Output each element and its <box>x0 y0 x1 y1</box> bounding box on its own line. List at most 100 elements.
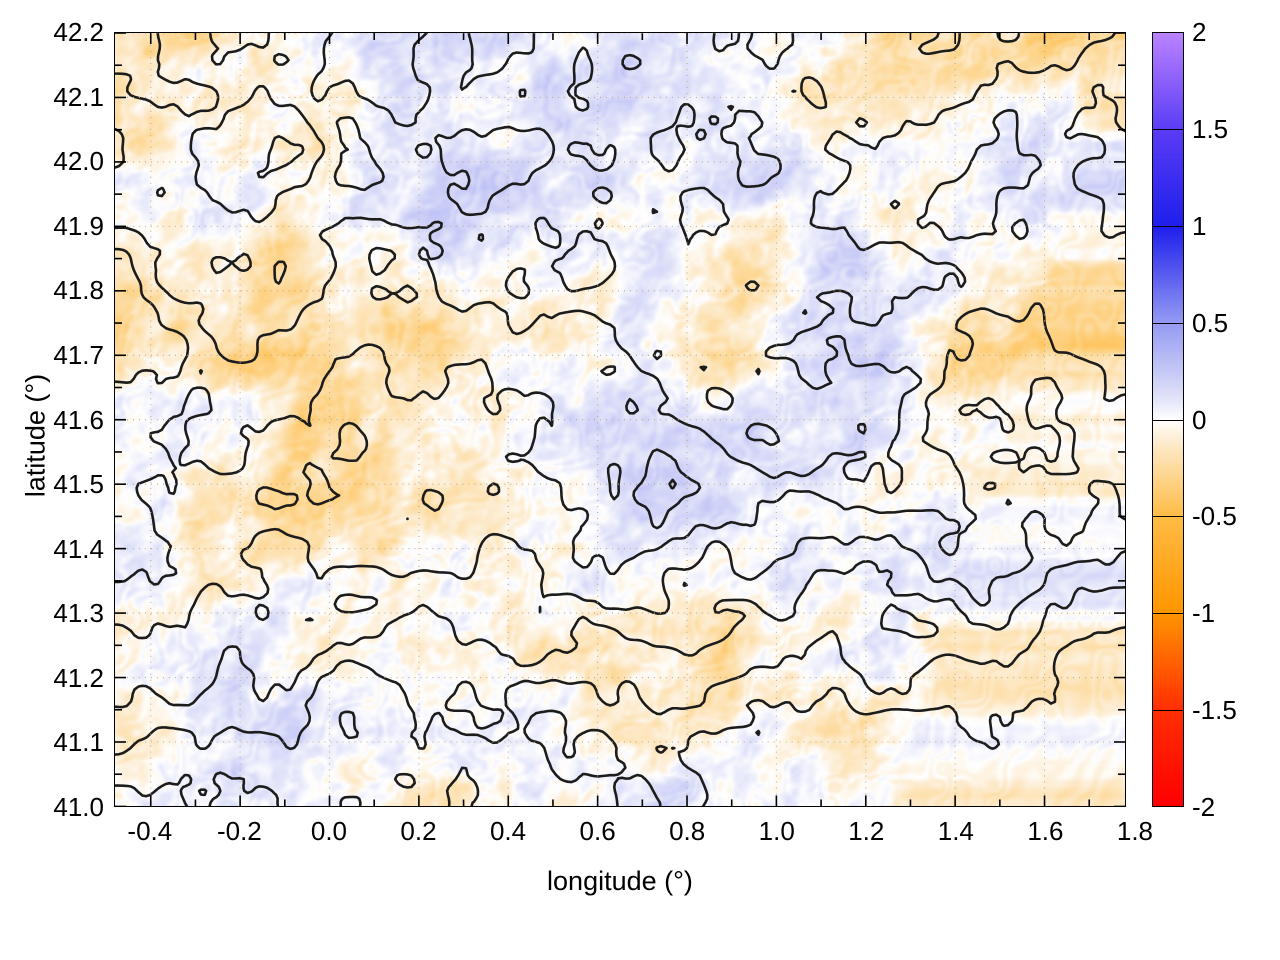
terrain-contour-line <box>800 76 828 110</box>
terrain-contour-line <box>593 217 604 230</box>
colorbar-tick-label: -1 <box>1192 598 1216 629</box>
terrain-contour-line <box>197 788 208 797</box>
terrain-contour-line <box>477 233 485 242</box>
colorbar-tick-label: 0.5 <box>1192 307 1229 338</box>
terrain-contour-line <box>256 134 305 179</box>
terrain-contour-line <box>459 33 536 91</box>
terrain-contour-line <box>996 33 1021 43</box>
terrain-contour-line <box>612 773 662 806</box>
terrain-contour-line <box>333 593 379 614</box>
terrain-contour-line <box>333 116 385 192</box>
terrain-contour-line <box>518 88 527 98</box>
colorbar-tick-label: 2 <box>1192 17 1207 47</box>
y-tick-label: 41.6 <box>53 404 104 435</box>
x-tick-label: -0.2 <box>216 816 262 846</box>
y-axis-tick-labels: 41.0 41.1 41.2 41.3 41.4 41.5 41.6 41.7 41.8 41.9… <box>0 0 104 960</box>
terrain-contour-line <box>917 33 961 56</box>
terrain-contour-line <box>304 617 314 622</box>
terrain-contour-line <box>649 102 696 173</box>
y-axis-title: latitude (°) <box>20 373 51 498</box>
y-tick-label: 41.7 <box>53 339 104 370</box>
colorbar <box>1152 32 1184 807</box>
terrain-contour-line <box>367 246 397 277</box>
colorbar-tick-label: -0.5 <box>1192 501 1237 532</box>
colorbar-gradient <box>1152 32 1184 807</box>
terrain-contour-line <box>272 52 290 66</box>
terrain-contour-line <box>652 349 663 361</box>
terrain-contour-line <box>802 309 808 316</box>
y-tick-label: 41.4 <box>53 533 104 564</box>
terrain-contour-line <box>504 267 531 300</box>
terrain-contour-line <box>330 421 369 463</box>
colorbar-tick-label: -2 <box>1192 792 1216 822</box>
colorbar-tick-label: 1.5 <box>1192 113 1229 144</box>
terrain-contour-line <box>445 766 480 806</box>
terrain-contour-line <box>670 746 676 750</box>
y-tick-label: 41.5 <box>53 469 104 500</box>
terrain-contour-line <box>678 186 730 246</box>
y-tick-label: 41.2 <box>53 662 104 693</box>
x-tick-label: 0.4 <box>489 816 527 846</box>
x-tick-label: 0.2 <box>400 816 437 846</box>
colorbar-tick-label: -1.5 <box>1192 695 1237 726</box>
terrain-contour-line <box>854 117 869 128</box>
terrain-contour-line <box>566 46 594 112</box>
terrain-contour-line <box>208 771 280 806</box>
y-tick-label: 41.8 <box>53 275 104 306</box>
terrain-contour-line <box>591 186 614 205</box>
terrain-contour-line <box>705 386 734 411</box>
x-tick-label: 1.0 <box>758 816 795 846</box>
terrain-contour-line <box>370 284 394 301</box>
x-tick-label: 0.0 <box>310 816 348 846</box>
terrain-contour-line <box>210 252 252 275</box>
terrain-contour-line <box>550 229 617 293</box>
terrain-contour-line <box>632 448 702 530</box>
colorbar-tick-label: 1 <box>1192 210 1207 241</box>
terrain-contour-line <box>600 365 617 377</box>
terrain-contour-line <box>115 33 220 118</box>
y-tick-label: 41.9 <box>53 210 104 241</box>
terrain-contour-line <box>1063 83 1125 239</box>
terrain-contour-line <box>857 422 867 435</box>
terrain-contour-line <box>621 53 642 71</box>
x-tick-label: 1.8 <box>1116 816 1154 846</box>
terrain-contour-line <box>655 744 668 754</box>
terrain-contour-line <box>115 585 1125 756</box>
terrain-contour-line <box>273 260 288 285</box>
y-tick-label: 41.0 <box>53 792 104 822</box>
y-tick-label: 42.2 <box>53 17 104 47</box>
terrain-contour-line <box>1005 498 1012 506</box>
terrain-contour-line <box>115 550 1125 709</box>
terrain-contour-line <box>727 104 735 112</box>
terrain-contour-line <box>1017 376 1080 476</box>
terrain-contour-line <box>189 84 326 224</box>
terrain-contour-line <box>534 216 562 250</box>
terrain-contour-line <box>745 422 781 447</box>
terrain-contour-line <box>486 482 501 497</box>
terrain-contour-line <box>255 486 299 511</box>
terrain-contour-line <box>651 207 659 215</box>
terrain-contour-line <box>712 33 741 53</box>
terrain-contour-line <box>989 448 1021 465</box>
y-tick-label: 42.0 <box>53 146 104 177</box>
terrain-contour-line <box>198 369 204 375</box>
terrain-contour-line <box>115 33 1117 495</box>
colorbar-tick-labels: 2 1.5 1 0.5 0 -0.5 -1 -1.5 -2 <box>1192 19 1252 820</box>
terrain-contour-overlay <box>115 33 1125 806</box>
terrain-contour-line <box>115 479 1125 640</box>
terrain-contour-line <box>606 462 622 501</box>
y-tick-label: 42.1 <box>53 81 104 112</box>
y-tick-label: 41.1 <box>53 727 104 758</box>
y-tick-label: 41.3 <box>53 598 104 629</box>
terrain-contour-line <box>444 680 505 730</box>
terrain-contour-line <box>310 33 432 128</box>
terrain-contour-line <box>115 773 193 806</box>
terrain-contour-line <box>1010 218 1029 241</box>
terrain-contour-line <box>708 115 720 126</box>
terrain-contour-line <box>791 89 797 93</box>
terrain-contour-line <box>339 795 362 806</box>
terrain-contour-line <box>414 142 433 159</box>
terrain-contour-line <box>625 397 640 415</box>
terrain-contour-line <box>115 247 190 385</box>
